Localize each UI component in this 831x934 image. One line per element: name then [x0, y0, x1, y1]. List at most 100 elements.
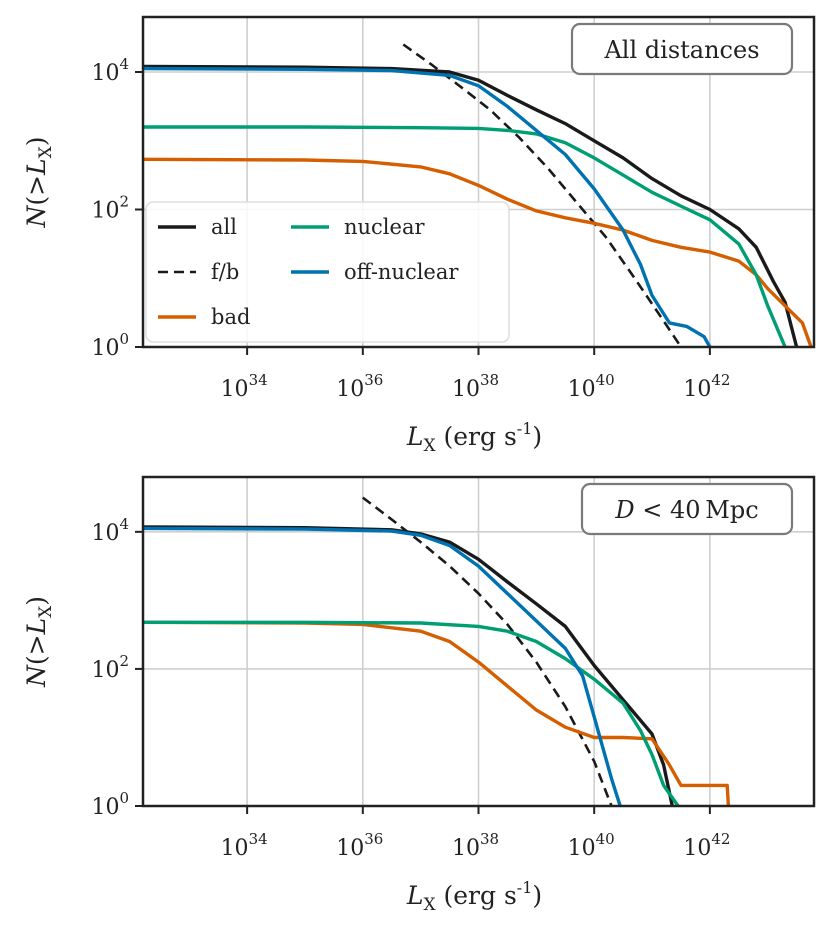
tick-exponent: 42 [711, 371, 730, 389]
tick-base: 10 [568, 377, 596, 402]
x-tick-label: 1034 [221, 371, 268, 402]
series-line-nuclear [143, 620, 680, 806]
x-tick-label: 1040 [568, 830, 615, 861]
legend-label-nuclear: nuclear [344, 215, 425, 239]
xlabel-symbol: L [406, 881, 424, 910]
tick-exponent: 2 [119, 652, 129, 670]
ylabel-var: L [22, 158, 51, 176]
legend-label-bad: bad [211, 305, 250, 329]
xlabel-superscript: -1 [517, 419, 533, 438]
ylabel-subscript: X [36, 145, 56, 158]
x-tick-label: 1036 [336, 830, 383, 861]
tick-base: 10 [91, 61, 119, 86]
ylabel-symbol: N [22, 205, 51, 229]
tick-base: 10 [336, 836, 364, 861]
x-tick-label: 1038 [452, 830, 499, 861]
ylabel-var: L [22, 618, 51, 636]
y-axis-label: N(>LX) [22, 136, 56, 228]
annotation-frame [570, 22, 794, 76]
legend-label-fb: f/b [211, 260, 239, 284]
tick-base: 10 [91, 521, 119, 546]
tick-exponent: 36 [364, 371, 383, 389]
tick-exponent: 38 [480, 371, 499, 389]
y-tick-label: 102 [91, 652, 129, 683]
y-tick-label: 104 [91, 515, 129, 546]
tick-base: 10 [683, 377, 711, 402]
x-tick-label: 1040 [568, 371, 615, 402]
tick-exponent: 40 [596, 371, 615, 389]
series-line-offnuclear [143, 66, 712, 347]
tick-base: 10 [91, 795, 119, 820]
x-axis-label: LX (erg s-1) [406, 419, 542, 456]
series-line-all [143, 64, 799, 347]
series-line-offnuclear [143, 526, 622, 806]
xlabel-subscript: X [423, 436, 436, 456]
ylabel-subscript: X [36, 605, 56, 618]
annotation-var: D [614, 496, 634, 524]
xlabel-units: (erg s [436, 422, 517, 451]
ylabel-open: (> [22, 175, 51, 206]
series-line-all [143, 525, 674, 806]
tick-exponent: 34 [249, 371, 268, 389]
x-tick-label: 1038 [452, 371, 499, 402]
annotation-rest: < 40 Mpc [635, 496, 759, 524]
tick-base: 10 [91, 199, 119, 224]
tick-base: 10 [336, 377, 364, 402]
x-axis-label: LX (erg s-1) [406, 878, 542, 915]
ylabel-close: ) [22, 596, 51, 606]
y-tick-label: 100 [91, 789, 129, 820]
tick-exponent: 42 [711, 830, 730, 848]
legend-label-all: all [211, 215, 237, 239]
y-tick-label: 102 [91, 193, 129, 224]
tick-exponent: 36 [364, 830, 383, 848]
ylabel-open: (> [22, 634, 51, 665]
xlabel-close: ) [532, 881, 542, 910]
series-group [143, 43, 813, 347]
tick-base: 10 [91, 336, 119, 361]
tick-base: 10 [452, 836, 480, 861]
series-line-nuclear [143, 125, 787, 347]
tick-base: 10 [221, 377, 249, 402]
series-line-bad [143, 157, 813, 347]
xlabel-close: ) [532, 422, 542, 451]
series-group [143, 496, 731, 806]
tick-exponent: 40 [596, 830, 615, 848]
tick-base: 10 [568, 836, 596, 861]
ylabel-close: ) [22, 136, 51, 146]
tick-exponent: 38 [480, 830, 499, 848]
x-tick-label: 1042 [683, 830, 730, 861]
tick-base: 10 [221, 836, 249, 861]
series-line-bad [143, 620, 731, 806]
xlabel-symbol: L [406, 422, 424, 451]
tick-base: 10 [452, 377, 480, 402]
tick-exponent: 4 [119, 515, 129, 533]
tick-base: 10 [91, 658, 119, 683]
annotation-box: D < 40 Mpc [580, 482, 794, 536]
x-tick-label: 1042 [683, 371, 730, 402]
x-tick-label: 1034 [221, 830, 268, 861]
annotation-text: All distances [603, 36, 759, 64]
xlabel-superscript: -1 [517, 878, 533, 897]
xlabel-subscript: X [423, 895, 436, 915]
xlabel-units: (erg s [436, 881, 517, 910]
tick-exponent: 34 [249, 830, 268, 848]
series-line-fb [362, 496, 613, 806]
ylabel-symbol: N [22, 664, 51, 688]
tick-exponent: 0 [119, 330, 129, 348]
y-tick-label: 100 [91, 330, 129, 361]
y-axis-label: N(>LX) [22, 596, 56, 688]
tick-exponent: 4 [119, 55, 129, 73]
y-tick-label: 104 [91, 55, 129, 86]
legend-label-offnuclear: off-nuclear [344, 260, 459, 284]
annotation-frame [580, 482, 794, 536]
annotation-text: D < 40 Mpc [614, 496, 758, 524]
tick-exponent: 0 [119, 789, 129, 807]
tick-base: 10 [683, 836, 711, 861]
x-tick-label: 1036 [336, 371, 383, 402]
annotation-box: All distances [570, 22, 794, 76]
tick-exponent: 2 [119, 193, 129, 211]
legend: all f/b bad nuclear off-nuclear [145, 201, 510, 343]
